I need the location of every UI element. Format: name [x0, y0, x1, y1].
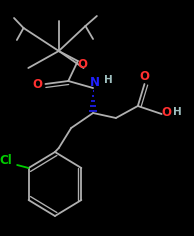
Text: N: N: [90, 76, 100, 89]
Text: O: O: [78, 59, 87, 72]
Text: H: H: [173, 107, 182, 117]
Text: H: H: [104, 75, 113, 85]
Text: Cl: Cl: [0, 155, 12, 168]
Text: O: O: [33, 77, 43, 90]
Text: O: O: [139, 69, 150, 83]
Text: O: O: [161, 105, 171, 118]
